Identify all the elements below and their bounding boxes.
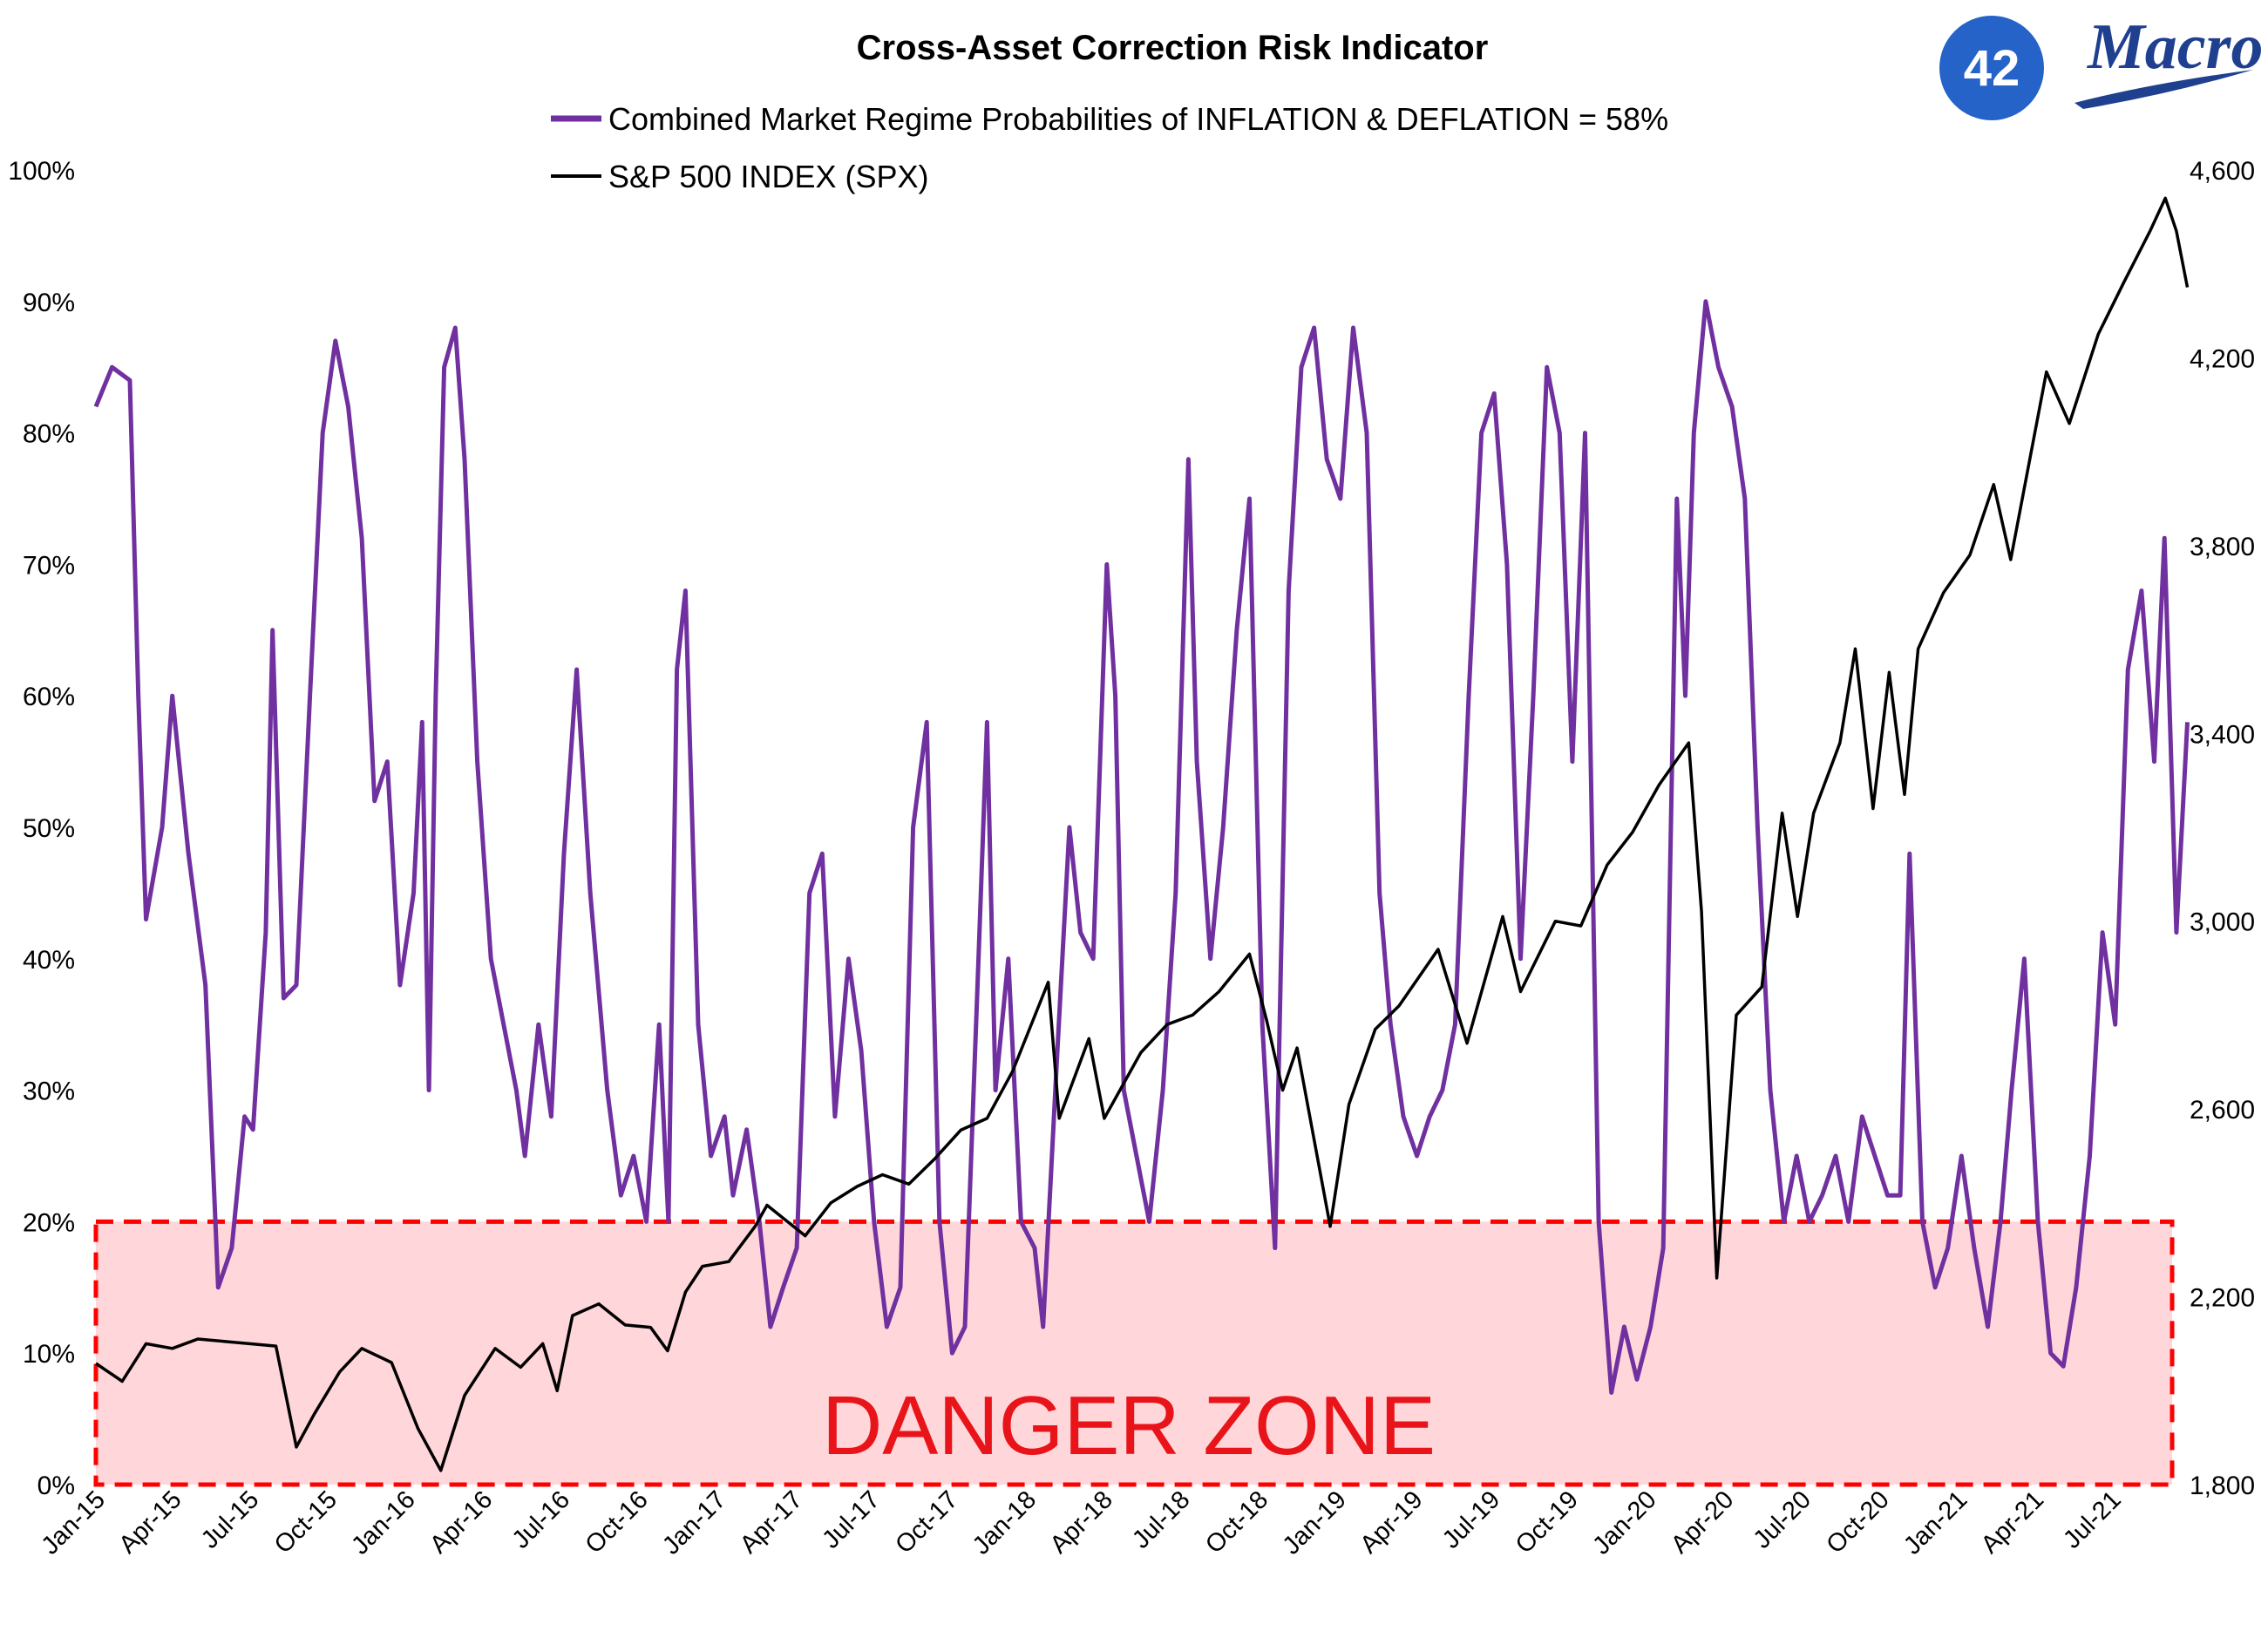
y-left-tick-label: 20% — [23, 1208, 75, 1237]
x-tick-label: Jul-20 — [1749, 1485, 1816, 1553]
x-tick-label: Oct-17 — [890, 1485, 963, 1559]
danger-zone — [93, 1219, 2175, 1487]
x-tick-label: Apr-15 — [113, 1485, 187, 1559]
x-tick-label: Oct-20 — [1822, 1485, 1895, 1559]
y-right-tick-label: 4,600 — [2190, 157, 2255, 186]
y-left-tick-label: 90% — [23, 289, 75, 317]
y-left-tick-label: 40% — [23, 946, 75, 975]
y-right-tick-label: 2,200 — [2190, 1284, 2255, 1313]
x-tick-label: Oct-18 — [1200, 1485, 1273, 1559]
chart-title: Cross-Asset Correction Risk Indicator — [857, 29, 1489, 67]
x-tick-label: Apr-20 — [1666, 1485, 1739, 1559]
y-right-tick-label: 3,400 — [2190, 720, 2255, 749]
y-left-tick-label: 70% — [23, 551, 75, 580]
series-line-spx — [95, 196, 2190, 1472]
y-left-tick-label: 80% — [23, 420, 75, 449]
x-tick-label: Jan-16 — [346, 1485, 420, 1560]
x-tick-label: Apr-21 — [1976, 1485, 2049, 1559]
x-tick-label: Apr-19 — [1355, 1485, 1428, 1559]
y-left-tick-label: 10% — [23, 1340, 75, 1369]
y-right-tick-label: 3,000 — [2190, 908, 2255, 937]
x-tick-label: Jul-17 — [817, 1485, 885, 1553]
x-tick-label: Jul-18 — [1127, 1485, 1195, 1553]
y-right-tick-label: 4,200 — [2190, 344, 2255, 373]
y-right-tick-label: 2,600 — [2190, 1096, 2255, 1125]
y-axis-left: 0% 10% 20% 30% 40% 50% 60% 70% 80% 90% 100% — [8, 157, 75, 1500]
y-left-tick-label: 30% — [23, 1077, 75, 1106]
y-left-tick-label: 50% — [23, 814, 75, 843]
x-tick-label: Jan-20 — [1587, 1485, 1661, 1560]
x-tick-label: Apr-16 — [424, 1485, 498, 1559]
y-right-tick-label: 1,800 — [2190, 1472, 2255, 1500]
y-left-tick-label: 0% — [37, 1472, 75, 1500]
x-tick-label: Jul-21 — [2058, 1485, 2126, 1553]
logo-swoosh — [2074, 70, 2253, 109]
y-left-tick-label: 60% — [23, 683, 75, 711]
x-tick-label: Jul-16 — [507, 1485, 575, 1553]
danger-zone-label: DANGER ZONE — [822, 1379, 1436, 1472]
series-line-inflation-deflation — [93, 299, 2190, 1395]
legend: Combined Market Regime Probabilities of … — [551, 101, 1668, 194]
x-tick-label: Oct-19 — [1511, 1485, 1584, 1559]
logo-number: 42 — [1964, 40, 2020, 97]
x-tick-label: Oct-15 — [269, 1485, 343, 1559]
x-tick-label: Oct-16 — [581, 1485, 654, 1559]
x-tick-label: Jul-19 — [1437, 1485, 1505, 1553]
y-right-tick-label: 3,800 — [2190, 533, 2255, 561]
x-tick-label: Jan-17 — [657, 1485, 731, 1560]
logo: 42 Macro — [1939, 11, 2263, 120]
legend-label-inflation-deflation: Combined Market Regime Probabilities of … — [608, 101, 1668, 137]
x-tick-label: Jan-19 — [1278, 1485, 1352, 1560]
logo-badge — [1939, 16, 2044, 120]
x-tick-label: Apr-18 — [1045, 1485, 1118, 1559]
x-tick-label: Jul-15 — [196, 1485, 264, 1553]
x-axis: Jan-15 Apr-15 Jul-15 Oct-15 Jan-16 Apr-16 Jul-… — [37, 1485, 2127, 1560]
y-left-tick-label: 100% — [8, 157, 75, 186]
logo-wordmark: Macro — [2087, 11, 2263, 83]
x-tick-label: Apr-17 — [735, 1485, 808, 1559]
x-tick-label: Jan-21 — [1898, 1485, 1973, 1560]
legend-label-spx: S&P 500 INDEX (SPX) — [608, 159, 929, 194]
y-axis-right: 1,800 2,200 2,600 3,000 3,400 3,800 4,200 4,600 — [2190, 157, 2255, 1500]
x-tick-label: Jan-18 — [968, 1485, 1042, 1560]
